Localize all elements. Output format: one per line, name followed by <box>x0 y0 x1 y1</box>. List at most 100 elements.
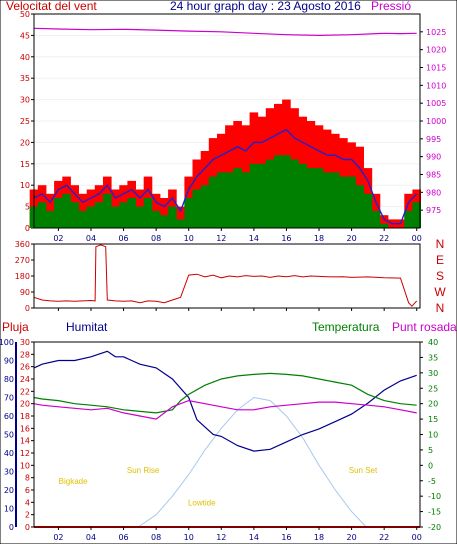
x-tick-label: 10 <box>184 533 194 542</box>
wind-min-bar <box>347 176 356 228</box>
rain-tick-label: 18 <box>20 412 30 421</box>
wind-min-bar <box>119 202 128 228</box>
temp-tick-label: 40 <box>428 338 438 347</box>
wind-min-bar <box>298 163 307 228</box>
humidity-tick-label: 40 <box>4 449 14 458</box>
wind-min-bar <box>225 172 234 228</box>
dewpoint-line <box>33 399 417 420</box>
temp-tick-label: 0 <box>428 461 433 470</box>
x-tick-label: 06 <box>118 533 128 542</box>
rain-tick-label: 16 <box>20 424 30 433</box>
x-tick-label: 20 <box>347 533 357 542</box>
wind-min-bar <box>200 185 210 228</box>
direction-plot-frame <box>33 243 421 309</box>
rain-tick-label: 4 <box>25 498 30 507</box>
humidity-tick-label: 90 <box>4 357 14 366</box>
x-tick-label: 10 <box>184 234 194 243</box>
humidity-tick-label: 10 <box>4 505 14 514</box>
event-marker-label: Sun Set <box>349 466 378 475</box>
rain-tick-label: 0 <box>25 523 30 532</box>
wind-min-bar <box>314 168 324 228</box>
x-tick-label: 12 <box>216 533 226 542</box>
humidity-tick-label: 100 <box>0 338 14 347</box>
pressure-line <box>33 27 417 37</box>
pressure-axis-label: Pressió <box>371 0 411 13</box>
x-tick-label: 06 <box>118 234 128 243</box>
wind-min-bar <box>176 219 185 228</box>
rain-tick-label: 22 <box>20 387 30 396</box>
wind-min-bar <box>78 210 88 228</box>
temp-tick-label: -15 <box>428 508 441 517</box>
wind-min-bar <box>412 202 421 228</box>
humidity-tick-label: 60 <box>4 412 14 421</box>
wind-min-bar <box>192 189 202 228</box>
x-tick-label: 02 <box>53 234 63 243</box>
rain-tick-label: 24 <box>20 375 30 384</box>
x-tick-label: 18 <box>314 234 324 243</box>
temp-tick-label: 15 <box>428 415 438 424</box>
direction-tick-label: 180 <box>15 272 30 281</box>
x-tick-label: 04 <box>86 234 96 243</box>
y-tick-label: 10 <box>20 181 30 190</box>
wind-plot-frame <box>33 13 421 229</box>
y2-tick-label: 985 <box>426 171 441 180</box>
temp-tick-label: -20 <box>428 523 441 532</box>
y2-tick-label: 975 <box>426 206 441 215</box>
y-tick-label: 15 <box>20 160 30 169</box>
compass-label: N <box>436 301 445 315</box>
event-marker-label: Lowtide <box>188 498 216 507</box>
compass-label: S <box>436 269 444 283</box>
wind-direction-chart: 0 N 90 W 180 S 270 E 360 N <box>15 237 447 315</box>
wind-min-bar <box>322 172 332 228</box>
wind-average-line <box>33 128 418 225</box>
wind-min-bar <box>306 168 316 228</box>
wind-min-bar <box>241 172 250 228</box>
x-tick-label: 14 <box>249 533 259 542</box>
x-tick-label: 08 <box>151 234 161 243</box>
temperature-axis-label: Temperatura <box>312 320 380 334</box>
compass-label: E <box>436 253 444 267</box>
direction-tick-label: 90 <box>20 288 30 297</box>
temp-tick-label: 20 <box>428 400 438 409</box>
wind-min-bar <box>371 210 381 228</box>
wind-min-bar <box>127 198 136 228</box>
y2-tick-label: 1000 <box>426 117 446 126</box>
humidity-tick-label: 80 <box>4 375 14 384</box>
y2-tick-label: 1025 <box>426 28 446 37</box>
wind-min-bar <box>339 176 348 228</box>
y-tick-label: 5 <box>25 203 30 212</box>
rain-axis-label: Pluja <box>2 320 29 334</box>
y2-tick-label: 990 <box>426 153 441 162</box>
x-tick-label: 22 <box>379 533 389 542</box>
temp-tick-label: -10 <box>428 492 441 501</box>
wind-min-bar <box>363 193 373 228</box>
y2-tick-label: 1005 <box>426 99 446 108</box>
wind-min-bar <box>46 210 55 228</box>
wind-min-bar <box>62 193 71 228</box>
wind-min-bar <box>265 159 275 228</box>
wind-min-bar <box>86 206 96 228</box>
rain-tick-label: 26 <box>20 363 30 372</box>
wind-min-bar <box>257 163 267 228</box>
humidity-tick-label: 70 <box>4 394 14 403</box>
rain-tick-label: 12 <box>20 449 30 458</box>
event-marker-label: Sun Rise <box>127 466 160 475</box>
y-tick-label: 0 <box>25 224 30 233</box>
wind-min-bar <box>168 206 177 228</box>
wind-min-bar <box>282 155 291 228</box>
compass-label: N <box>436 237 445 251</box>
temp-tick-label: 10 <box>428 431 438 440</box>
temp-tick-label: -5 <box>428 477 436 486</box>
y-tick-label: 35 <box>20 74 30 83</box>
y-tick-label: 20 <box>20 138 30 147</box>
humidity-tick-label: 20 <box>4 486 14 495</box>
x-tick-label: 14 <box>249 234 259 243</box>
wind-min-bar <box>274 155 283 228</box>
y-tick-label: 50 <box>20 10 30 19</box>
x-tick-label: 16 <box>281 533 291 542</box>
wind-max-bar <box>176 206 185 228</box>
direction-tick-label: 270 <box>15 256 30 265</box>
temp-humidity-chart: 0246810121416182022242628300102030405060… <box>0 338 441 542</box>
temp-tick-label: 30 <box>428 369 438 378</box>
